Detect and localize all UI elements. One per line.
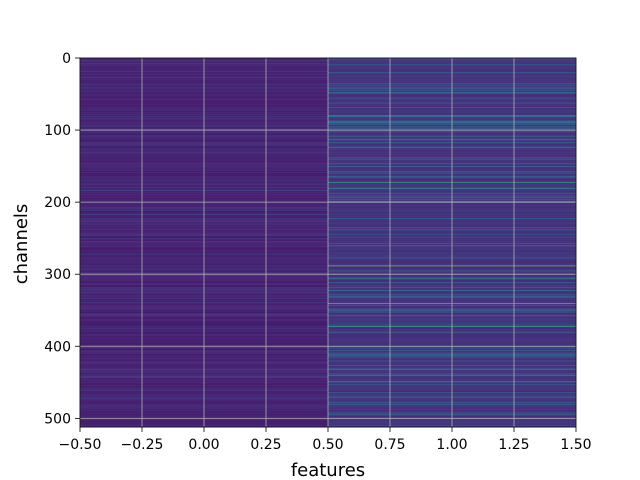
x-tick-label: −0.50 xyxy=(59,437,102,453)
x-tick-label: 0.75 xyxy=(374,437,405,453)
x-axis-label: features xyxy=(291,460,365,480)
y-tick-label: 0 xyxy=(62,51,71,67)
x-tick-label: 0.00 xyxy=(188,437,219,453)
x-tick-label: 1.25 xyxy=(498,437,529,453)
y-axis-label: channels xyxy=(11,204,32,285)
x-tick-label: 1.00 xyxy=(436,437,467,453)
x-tick-label: 1.50 xyxy=(560,437,591,453)
y-axis-ticks: 0 100 200 300 400 500 xyxy=(44,51,80,427)
x-tick-label: 0.50 xyxy=(312,437,343,453)
y-tick-label: 300 xyxy=(44,267,71,283)
y-tick-label: 200 xyxy=(44,195,71,211)
x-axis-ticks: −0.50 −0.25 0.00 0.25 0.50 0.75 1.00 1.25 1.50 xyxy=(59,427,592,453)
y-tick-label: 400 xyxy=(44,339,71,355)
x-tick-label: 0.25 xyxy=(250,437,281,453)
y-tick-label: 100 xyxy=(44,123,71,139)
x-tick-label: −0.25 xyxy=(121,437,164,453)
y-tick-label: 500 xyxy=(44,411,71,427)
